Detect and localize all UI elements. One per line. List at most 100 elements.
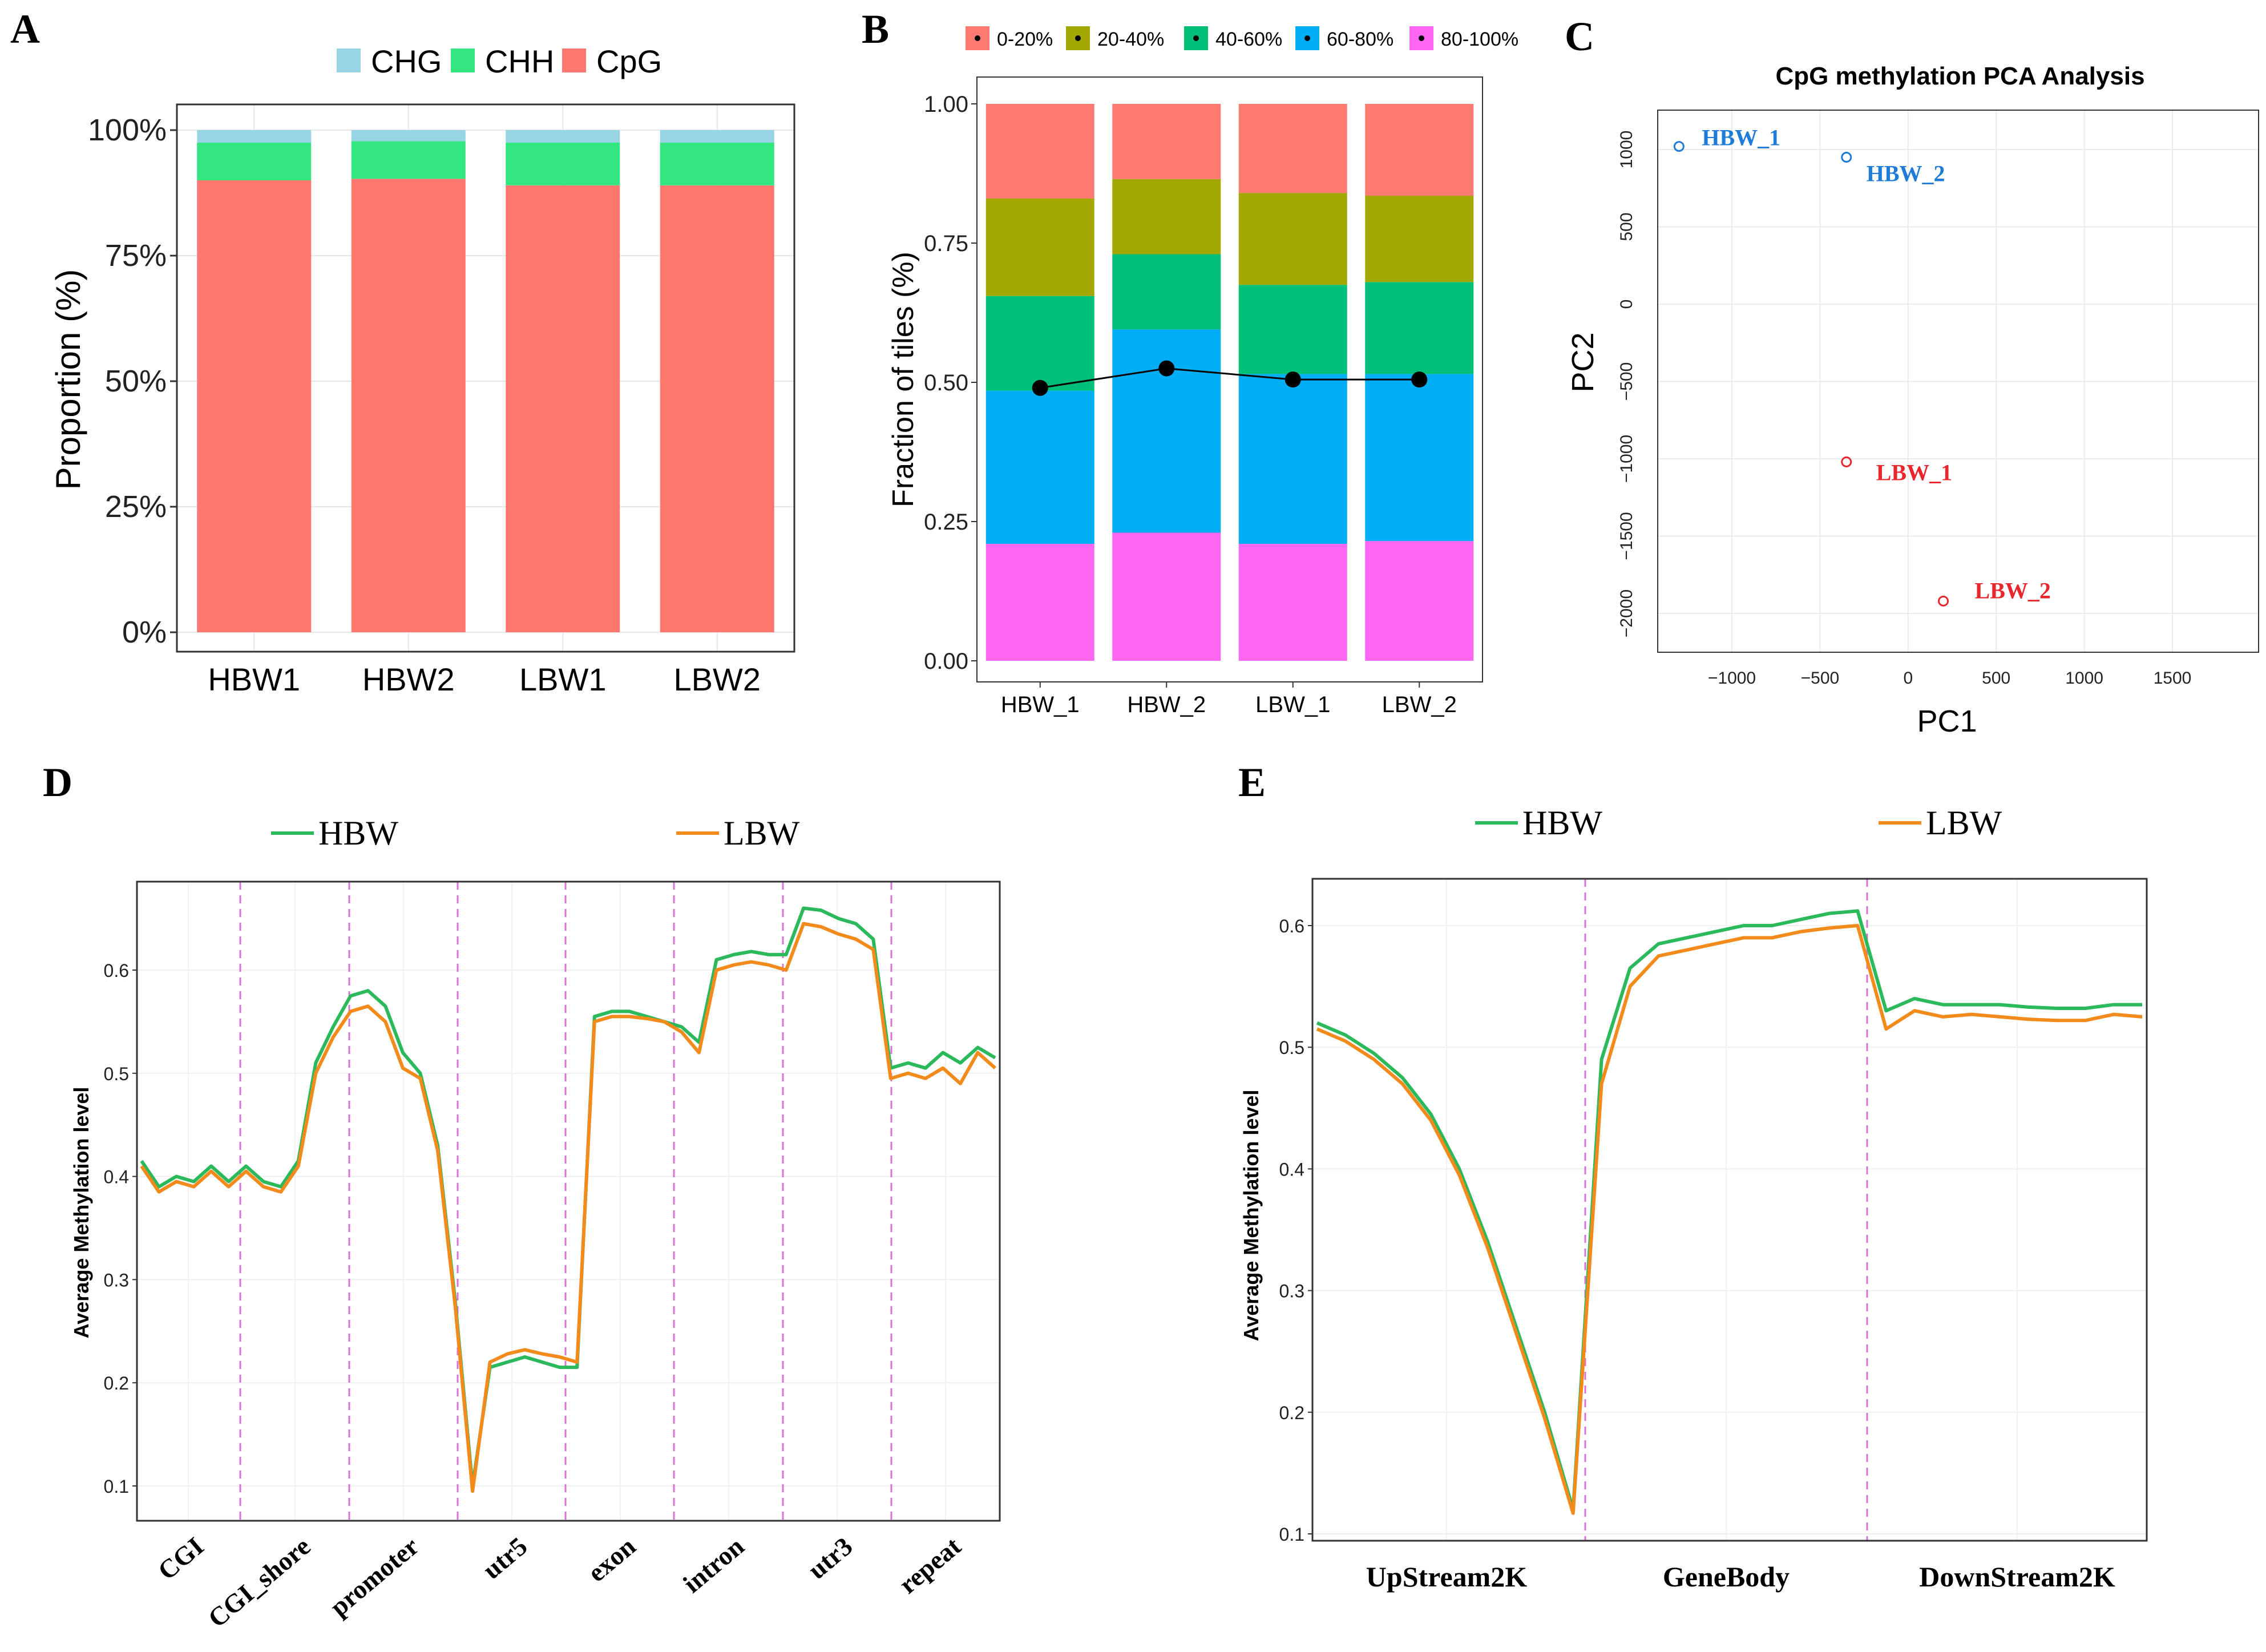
point-label: LBW_1: [1876, 459, 1952, 485]
plot-background: [1312, 879, 2147, 1541]
bar-segment: [1112, 104, 1221, 179]
x-tick-label: 0: [1903, 669, 1913, 688]
y-tick-label: 0%: [122, 615, 167, 649]
bar-segment-chg: [660, 130, 774, 143]
bar-segment: [1365, 104, 1474, 196]
bar-segment: [1112, 179, 1221, 255]
x-tick-label: HBW1: [208, 661, 300, 697]
bar-segment-cpg: [506, 185, 620, 632]
y-tick-label: 0.3: [1279, 1281, 1304, 1302]
bar-segment: [1365, 282, 1474, 374]
x-tick-label: 1500: [2154, 669, 2192, 688]
y-tick-label: 0.2: [1279, 1403, 1304, 1423]
legend-label: LBW: [724, 814, 800, 852]
y-tick-label: 100%: [88, 113, 167, 147]
x-axis-label: PC1: [1917, 704, 1977, 738]
panel-letter-c: C: [1565, 14, 1594, 59]
panel-c-pca-scatter: −1000 −500 0 500 1000 1500 1000 500 0 −500 −1000 −1…: [1566, 62, 2259, 738]
panel-letter-e: E: [1238, 760, 1266, 805]
scatter-point-hbw_1: [1673, 141, 1685, 152]
bar-segment: [1238, 544, 1347, 661]
bar-segment: [1112, 329, 1221, 533]
x-tick-label: 1000: [2065, 669, 2103, 688]
legend-label: 0-20%: [997, 29, 1053, 50]
bar-segment: [985, 390, 1094, 544]
bar-segment: [1112, 532, 1221, 661]
y-tick-label: 0.3: [104, 1270, 129, 1290]
legend-dot: [975, 35, 980, 41]
y-tick-label: 0.4: [1279, 1159, 1304, 1180]
region-label: GeneBody: [1663, 1561, 1790, 1593]
legend-label: CHG: [371, 43, 442, 79]
scatter-point-hbw_2: [1841, 152, 1852, 163]
y-tick-label: 0.5: [104, 1064, 129, 1084]
panel-letter-a: A: [10, 6, 40, 52]
mean-point: [1411, 371, 1428, 388]
bar-segment: [985, 544, 1094, 661]
legend-label: 20-40%: [1097, 29, 1164, 50]
legend-label: CpG: [596, 43, 662, 79]
x-tick-label: LBW2: [674, 661, 761, 697]
x-tick-label: LBW_2: [1382, 692, 1457, 717]
bar-segment: [1238, 374, 1347, 544]
y-axis-label: Fraction of tiles (%): [887, 252, 920, 507]
y-axis-label: Average Methylation level: [70, 1087, 93, 1339]
y-tick-label: 1000: [1617, 131, 1636, 169]
legend-dot: [1304, 35, 1310, 41]
plot-frame: [1311, 878, 2148, 1542]
plot-frame-c: [1657, 110, 2259, 653]
bar-segment: [1238, 193, 1347, 285]
x-tick-label: −500: [1801, 669, 1840, 688]
point-label: LBW_2: [1975, 577, 2051, 603]
region-label: intron: [677, 1532, 749, 1598]
y-tick-label: 0.1: [104, 1476, 129, 1497]
region-label: UpStream2K: [1366, 1561, 1528, 1593]
legend-label: 40-60%: [1215, 29, 1282, 50]
plot-frame-a: [176, 103, 795, 653]
bar-segment: [1365, 196, 1474, 282]
y-tick-label: 0.6: [1279, 916, 1304, 936]
y-tick-label: 75%: [105, 239, 167, 273]
bar-segment: [985, 104, 1094, 199]
y-tick-label: 0.75: [924, 231, 968, 256]
chart-title: CpG methylation PCA Analysis: [1775, 62, 2144, 90]
legend-swatch-cpg: [562, 49, 586, 72]
plot-frame: [136, 880, 1001, 1522]
legend-dot: [1075, 35, 1081, 41]
y-tick-label: 0.50: [924, 370, 968, 395]
y-tick-label: 0.5: [1279, 1037, 1304, 1058]
legend-label: 80-100%: [1441, 29, 1518, 50]
region-label: CGI_shore: [203, 1532, 316, 1633]
series-line-hbw: [140, 906, 996, 1488]
plot-frame-b: [976, 76, 1483, 682]
region-label: exon: [582, 1532, 641, 1588]
plot-background: [137, 882, 1000, 1521]
legend-swatch-chg: [337, 49, 361, 72]
y-tick-label: 0.00: [924, 649, 968, 674]
legend-label: CHH: [485, 43, 554, 79]
bar-segment-chg: [197, 130, 312, 143]
legend-dot: [1419, 35, 1424, 41]
y-tick-label: 0.4: [104, 1167, 129, 1187]
y-tick-label: 50%: [105, 364, 167, 398]
region-label: utr5: [477, 1532, 532, 1585]
region-label: DownStream2K: [1919, 1561, 2115, 1593]
y-tick-label: 1.00: [924, 92, 968, 117]
series-line-lbw: [1316, 924, 2143, 1515]
legend-label: HBW: [1522, 804, 1602, 842]
y-tick-label: 0.1: [1279, 1524, 1304, 1545]
bar-segment: [985, 296, 1094, 391]
x-tick-label: 500: [1982, 669, 2010, 688]
region-label: utr3: [802, 1532, 858, 1585]
bar-segment-chh: [197, 143, 312, 180]
panel-letter-b: B: [862, 6, 889, 52]
bar-segment: [1365, 374, 1474, 542]
mean-point: [1285, 371, 1301, 388]
bar-segment: [985, 198, 1094, 296]
bar-segment-chg: [506, 130, 620, 143]
x-tick-label: LBW1: [519, 661, 607, 697]
panel-letter-d: D: [43, 760, 72, 805]
bar-segment-chh: [506, 143, 620, 185]
mean-point: [1032, 379, 1048, 396]
